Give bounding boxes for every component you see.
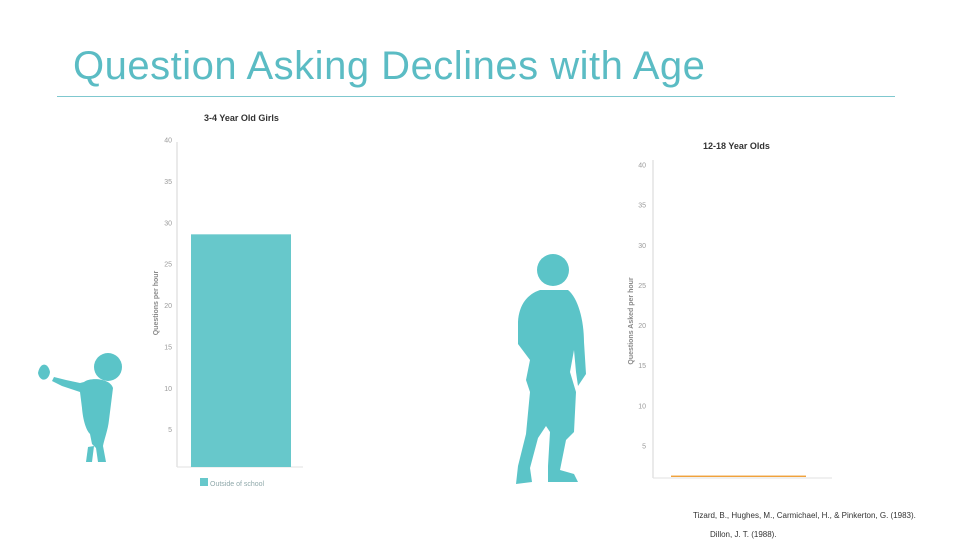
slide-title: Question Asking Declines with Age bbox=[73, 44, 706, 88]
chart-2-bar bbox=[671, 475, 806, 477]
chart-2-y-tick: 5 bbox=[642, 443, 646, 450]
citation-dillon: Dillon, J. T. (1988). bbox=[710, 530, 777, 539]
chart-1-y-tick: 5 bbox=[168, 427, 172, 434]
chart-1-y-tick: 30 bbox=[164, 220, 172, 227]
chart-2-title: 12-18 Year Olds bbox=[703, 141, 770, 151]
boy-silhouette-icon bbox=[516, 254, 586, 484]
chart-12-18-year-olds: 12-18 Year Olds 40 35 30 25 20 15 10 5 Question… bbox=[628, 141, 832, 479]
chart-1-title: 3-4 Year Old Girls bbox=[204, 113, 279, 123]
chart-1-y-tick: 15 bbox=[164, 344, 172, 351]
chart-1-legend-swatch bbox=[200, 478, 208, 486]
citation-tizard: Tizard, B., Hughes, M., Carmichael, H., … bbox=[693, 511, 916, 520]
chart-2-y-tick: 30 bbox=[638, 243, 646, 250]
chart-1-y-tick: 20 bbox=[164, 303, 172, 310]
chart-2-y-tick: 40 bbox=[638, 163, 646, 170]
chart-1-y-tick: 35 bbox=[164, 179, 172, 186]
chart-2-y-tick: 15 bbox=[638, 363, 646, 370]
chart-2-y-axis-label: Questions Asked per hour bbox=[628, 277, 635, 365]
chart-3-4-year-old-girls: 3-4 Year Old Girls 40 35 30 25 20 15 10 5 Quest… bbox=[153, 113, 303, 488]
title-divider bbox=[57, 96, 895, 97]
chart-2-y-tick: 20 bbox=[638, 323, 646, 330]
chart-1-bar bbox=[191, 234, 291, 467]
chart-1-legend-label: Outside of school bbox=[210, 481, 265, 488]
toddler-silhouette-icon bbox=[38, 353, 122, 462]
chart-1-y-axis-label: Questions per hour bbox=[153, 270, 160, 335]
chart-2-y-tick: 25 bbox=[638, 283, 646, 290]
chart-1-y-tick: 40 bbox=[164, 138, 172, 145]
chart-1-y-tick: 25 bbox=[164, 262, 172, 269]
chart-2-y-tick: 10 bbox=[638, 403, 646, 410]
chart-1-y-tick: 10 bbox=[164, 386, 172, 393]
chart-2-y-tick: 35 bbox=[638, 203, 646, 210]
